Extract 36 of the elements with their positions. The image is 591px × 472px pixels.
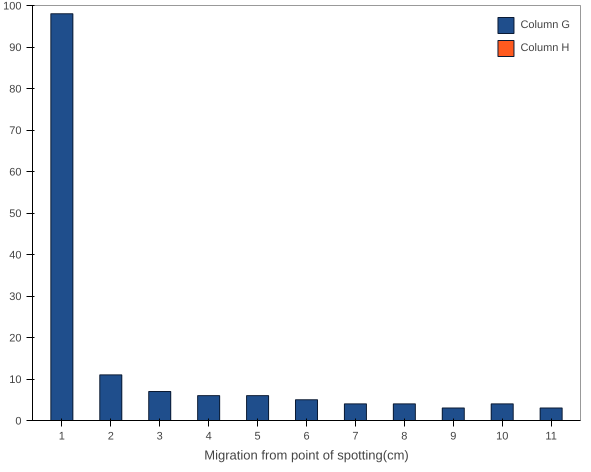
y-tick-label: 100 [3, 0, 22, 12]
x-tick-label: 6 [303, 430, 310, 442]
bar [392, 403, 416, 420]
x-tick-label: 1 [58, 430, 65, 442]
x-tick-label: 5 [254, 430, 261, 442]
y-tick-label: 40 [9, 250, 22, 262]
y-tick-label: 20 [9, 332, 22, 344]
legend-label: Column G [520, 19, 570, 31]
bar [197, 395, 220, 420]
x-tick-label: 8 [401, 430, 408, 442]
bar [490, 403, 514, 420]
bar [50, 13, 74, 420]
x-tick-label: 9 [450, 430, 456, 442]
x-axis-title: Migration from point of spotting(cm) [204, 448, 409, 462]
bar [442, 408, 465, 420]
bar [540, 408, 563, 420]
y-tick-label: 10 [9, 374, 22, 386]
x-tick-label: 10 [496, 430, 508, 442]
y-tick-label: 90 [9, 42, 22, 54]
bar [344, 403, 367, 420]
y-tick-label: 80 [9, 84, 22, 96]
x-tick-label: 4 [206, 430, 212, 442]
y-tick-label: 60 [9, 166, 22, 178]
legend-label: Column H [520, 42, 570, 54]
y-tick-label: 50 [9, 208, 22, 220]
x-tick-label: 7 [352, 430, 358, 442]
x-tick-label: 2 [108, 430, 114, 442]
x-tick-label: 3 [156, 430, 163, 442]
y-tick-label: 30 [9, 291, 22, 303]
bar [294, 399, 318, 420]
bar [99, 374, 122, 420]
y-tick-label: 0 [15, 416, 22, 428]
bar [148, 390, 172, 420]
x-tick-label: 11 [545, 430, 557, 442]
y-tick-label: 70 [9, 125, 22, 137]
bar [246, 395, 270, 420]
